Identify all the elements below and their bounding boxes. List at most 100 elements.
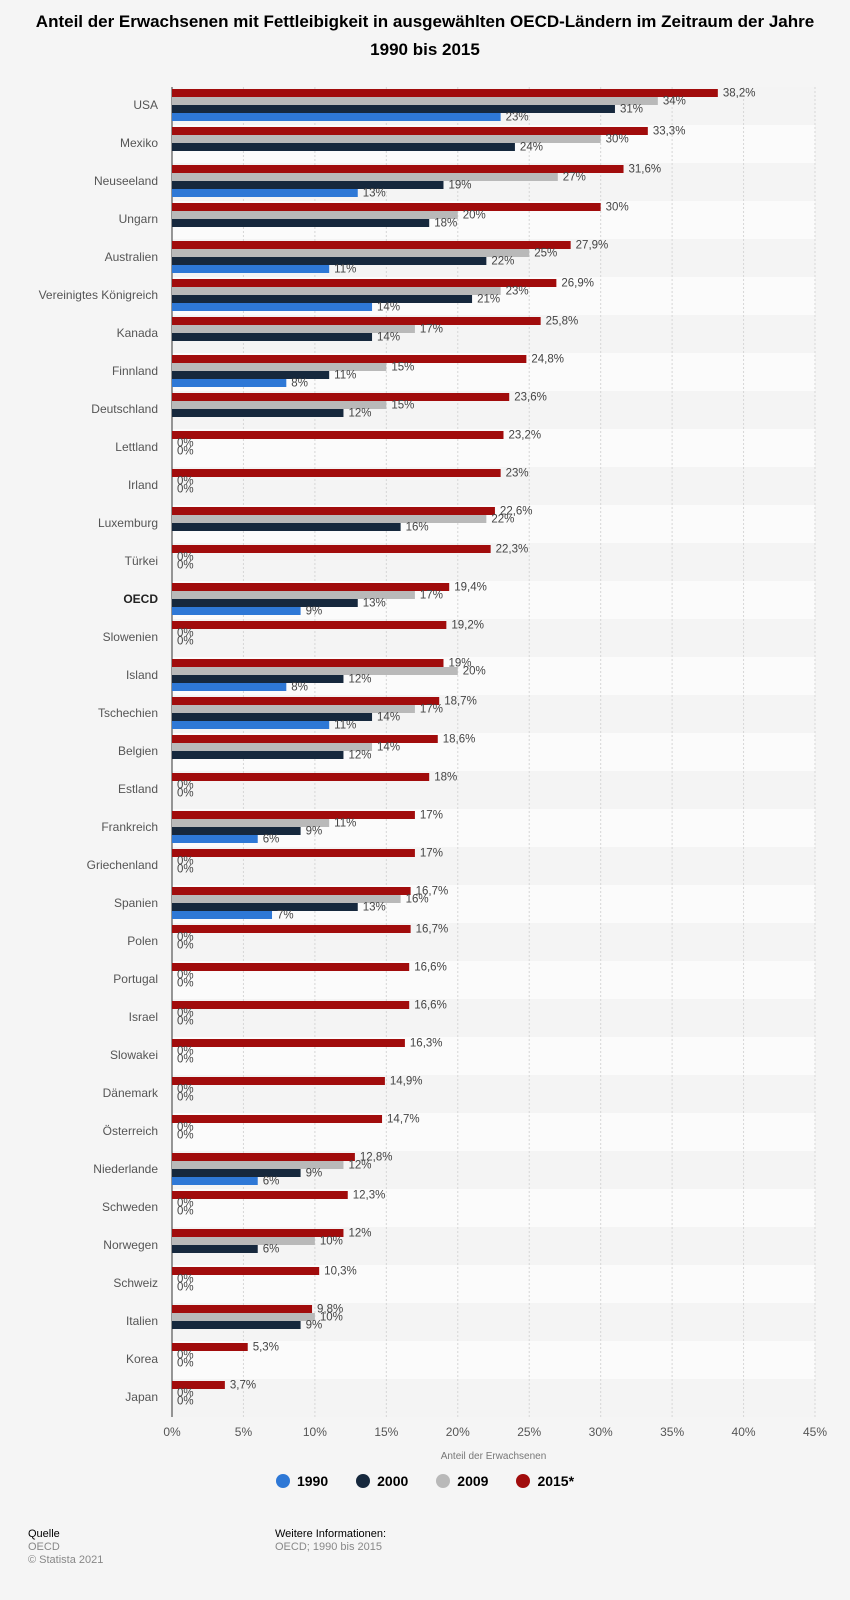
data-label: 0% <box>177 1198 194 1210</box>
data-label: 3,7% <box>230 1380 256 1392</box>
data-label: 15% <box>391 362 414 374</box>
bar <box>172 1191 348 1199</box>
bar <box>172 735 438 743</box>
category-label: Schweiz <box>113 1276 158 1290</box>
bar <box>172 583 450 591</box>
data-label: 0% <box>177 978 194 990</box>
bar <box>172 1153 355 1161</box>
copyright: © Statista 2021 <box>28 1554 104 1566</box>
data-label: 0% <box>177 940 194 952</box>
bar <box>172 317 541 325</box>
data-label: 0% <box>177 1358 194 1370</box>
bar <box>172 819 330 827</box>
data-label: 5,3% <box>253 1342 279 1354</box>
bar <box>172 1177 258 1185</box>
category-label: Israel <box>129 1010 158 1024</box>
legend-item-2000[interactable]: 2000 <box>356 1473 408 1489</box>
bar <box>172 545 491 553</box>
category-label: Japan <box>125 1390 158 1404</box>
row-band <box>172 1379 815 1417</box>
bar <box>172 1343 248 1351</box>
data-label: 6% <box>263 834 280 846</box>
data-label: 0% <box>177 560 194 572</box>
category-label: Dänemark <box>103 1086 159 1100</box>
legend-item-2015[interactable]: 2015* <box>516 1473 574 1489</box>
category-label: Mexiko <box>120 136 158 150</box>
data-label: 0% <box>177 1350 194 1362</box>
category-label: Spanien <box>114 896 158 910</box>
data-label: 0% <box>177 864 194 876</box>
data-label: 6% <box>263 1244 280 1256</box>
category-label: Korea <box>126 1352 158 1366</box>
bar <box>172 1245 258 1253</box>
bar <box>172 1313 315 1321</box>
data-label: 22,3% <box>496 544 529 556</box>
data-label: 0% <box>177 780 194 792</box>
bar <box>172 143 515 151</box>
data-label: 17% <box>420 324 443 336</box>
data-label: 8% <box>291 378 308 390</box>
bar <box>172 379 287 387</box>
legend-item-1990[interactable]: 1990 <box>275 1473 328 1489</box>
category-label: Irland <box>128 478 158 492</box>
data-label: 18% <box>434 218 457 230</box>
category-label: Österreich <box>103 1124 158 1138</box>
bar <box>172 523 401 531</box>
category-label: Polen <box>127 934 158 948</box>
bar <box>172 659 444 667</box>
data-label: 16,3% <box>410 1038 443 1050</box>
data-label: 0% <box>177 1054 194 1066</box>
data-label: 0% <box>177 476 194 488</box>
bar-chart: 0% 5% 10% 15% 20% 25% 30% 35% 40% 45% Anteil der E… <box>39 87 827 1460</box>
data-label: 38,2% <box>723 88 756 100</box>
bar <box>172 363 387 371</box>
category-label: Griechenland <box>87 858 158 872</box>
bar <box>172 241 571 249</box>
data-label: 16,7% <box>416 886 449 898</box>
data-label: 22% <box>491 256 514 268</box>
category-label: Tschechien <box>98 706 158 720</box>
bar <box>172 113 501 121</box>
source-heading: Quelle <box>28 1528 60 1540</box>
data-label: 23% <box>506 112 529 124</box>
data-label: 16,6% <box>414 962 447 974</box>
data-label: 9% <box>306 1168 323 1180</box>
data-label: 16,6% <box>414 1000 447 1012</box>
bar <box>172 827 301 835</box>
bar <box>172 401 387 409</box>
data-label: 16% <box>406 522 429 534</box>
bar <box>172 89 718 97</box>
source-block: Quelle OECD © Statista 2021 <box>28 1528 103 1567</box>
data-label: 0% <box>177 1396 194 1408</box>
data-label: 16,7% <box>416 924 449 936</box>
data-label: 17% <box>420 810 443 822</box>
data-label: 12,3% <box>353 1190 386 1202</box>
category-label: Kanada <box>117 326 159 340</box>
info-value: OECD; 1990 bis 2015 <box>275 1541 383 1553</box>
data-label: 27% <box>563 172 586 184</box>
bar <box>172 895 401 903</box>
data-label: 12% <box>348 674 371 686</box>
source-value[interactable]: OECD <box>28 1541 60 1553</box>
data-label: 14% <box>377 712 400 724</box>
data-label: 0% <box>177 438 194 450</box>
data-label: 0% <box>177 484 194 496</box>
data-label: 14,7% <box>387 1114 420 1126</box>
data-label: 27,9% <box>576 240 609 252</box>
bar <box>172 355 527 363</box>
data-label: 18,6% <box>443 734 476 746</box>
data-label: 0% <box>177 628 194 640</box>
data-label: 0% <box>177 446 194 458</box>
bar <box>172 287 501 295</box>
bar <box>172 507 495 515</box>
bar <box>172 1267 320 1275</box>
data-label: 17% <box>420 704 443 716</box>
bar <box>172 279 557 287</box>
data-label: 24,8% <box>531 354 564 366</box>
legend-item-2009[interactable]: 2009 <box>436 1473 488 1489</box>
data-label: 0% <box>177 1046 194 1058</box>
data-label: 19,4% <box>454 582 487 594</box>
bar <box>172 599 358 607</box>
bar <box>172 697 440 705</box>
chart-title: Anteil der Erwachsenen mit Fettleibigkei… <box>35 12 815 59</box>
